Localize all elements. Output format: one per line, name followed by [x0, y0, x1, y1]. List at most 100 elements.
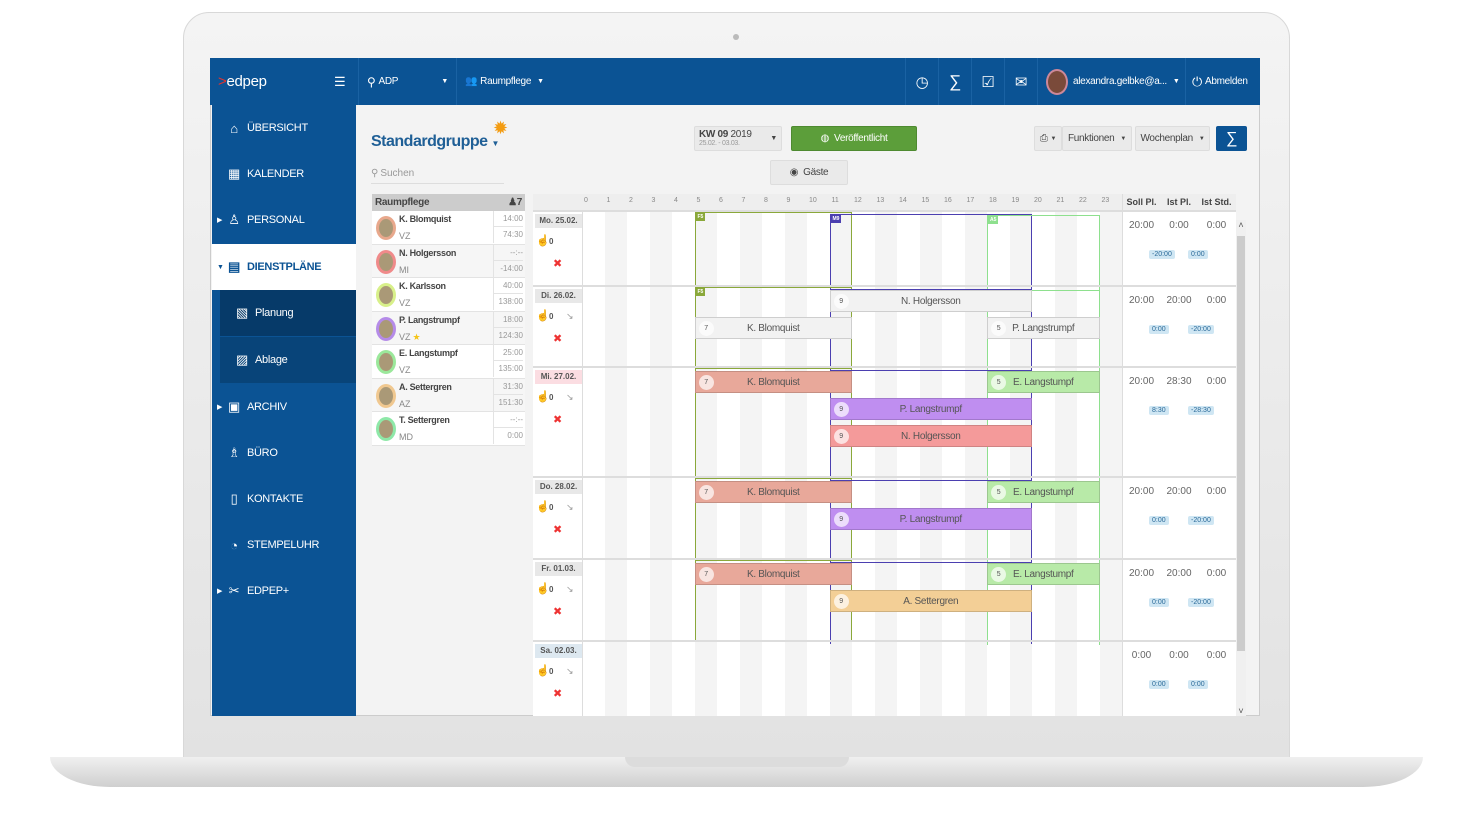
shift-bar[interactable]: 9 N. Holgersson: [829, 290, 1032, 312]
sidebar-item-stempeluhr[interactable]: ◔ STEMPELUHR: [212, 522, 356, 568]
staff-count: 0: [549, 667, 554, 676]
pointer-icon[interactable]: ↘: [566, 502, 574, 512]
scroll-up-icon[interactable]: ˄: [1238, 220, 1244, 230]
employee-row[interactable]: A. Settergren AZ 31:30 151:30: [372, 378, 525, 412]
sidebar-item-archiv[interactable]: ▶ ▣ ARCHIV: [212, 384, 356, 430]
trash-icon[interactable]: ✖: [553, 333, 563, 345]
menu-toggle-icon[interactable]: ☰: [334, 73, 346, 89]
summary-diff-planned: 0:00: [1149, 598, 1169, 607]
hour-tick-label: 4: [674, 197, 678, 204]
group-title[interactable]: Standardgruppe ▼: [371, 133, 499, 151]
chevron-down-icon: ▼: [537, 78, 544, 85]
shift-frame[interactable]: [829, 369, 1032, 480]
logout-button[interactable]: ⏻ Abmelden: [1185, 58, 1260, 105]
functions-button[interactable]: Funktionen ▼: [1062, 126, 1132, 151]
day-row: Sa. 02.03. ☝ 0 ↘ ✖ 0:00 0:00 0:00 0:00 0:00: [533, 640, 1236, 716]
shift-bar[interactable]: 7 K. Blomquist: [694, 563, 852, 585]
published-button[interactable]: ◍ Veröffentlicht: [791, 126, 917, 151]
trash-icon[interactable]: ✖: [553, 414, 563, 426]
summary-diff-actual: 0:00: [1188, 250, 1208, 259]
shift-bar[interactable]: 9 P. Langstrumpf: [829, 508, 1032, 530]
shift-bar[interactable]: 5 E. Langstumpf: [987, 481, 1100, 503]
pointer-icon[interactable]: ↘: [566, 666, 574, 676]
sigma-button[interactable]: ∑: [1216, 126, 1247, 151]
checkbox-icon[interactable]: ☑: [971, 58, 1004, 105]
sidebar-item-übersicht[interactable]: ⌂ ÜBERSICHT: [212, 105, 356, 151]
hand-icon[interactable]: ☝: [536, 391, 550, 403]
summary-soll: 20:00: [1128, 568, 1155, 579]
shift-bar[interactable]: 9 N. Holgersson: [829, 425, 1032, 447]
shift-bar[interactable]: 7 K. Blomquist: [694, 371, 852, 393]
hand-icon[interactable]: ☝: [536, 310, 550, 322]
pointer-icon[interactable]: ↘: [566, 392, 574, 402]
scroll-down-icon[interactable]: ˅: [1238, 706, 1244, 716]
eye-icon: ◉: [789, 167, 799, 178]
summary-diff-actual: -20:00: [1188, 325, 1214, 334]
clock-icon[interactable]: ◷: [905, 58, 938, 105]
shift-frame[interactable]: M9: [829, 213, 1032, 289]
sidebar-item-planung[interactable]: ▧ Planung: [220, 290, 356, 336]
scrollbar[interactable]: ˄ ˅: [1236, 220, 1246, 716]
hand-icon[interactable]: ☝: [536, 583, 550, 595]
shift-bar[interactable]: 9 A. Settergren: [829, 590, 1032, 612]
trash-icon[interactable]: ✖: [553, 688, 563, 700]
shift-bar[interactable]: 5 E. Langstumpf: [987, 563, 1100, 585]
shift-frame[interactable]: [694, 368, 852, 478]
employee-row[interactable]: P. Langstrumpf VZ ★ 18:00 124:30: [372, 311, 525, 345]
sidebar-item-edpep+[interactable]: ▶ ✂ EDPEP+: [212, 568, 356, 614]
shift-bar[interactable]: 9 P. Langstrumpf: [829, 398, 1032, 420]
week-select[interactable]: KW 09 2019 25.02. - 03.03. ▼: [694, 126, 782, 151]
trash-icon[interactable]: ✖: [553, 524, 563, 536]
scrollbar-thumb[interactable]: [1237, 236, 1245, 651]
hand-icon[interactable]: ☝: [536, 665, 550, 677]
sidebar-item-kalender[interactable]: ▦ KALENDER: [212, 151, 356, 197]
shift-employee: P. Langstrumpf: [1012, 322, 1075, 334]
shift-frame[interactable]: A5: [987, 215, 1100, 290]
location-select[interactable]: ⚲ ADP ▼: [358, 58, 454, 105]
shift-bar[interactable]: 7 K. Blomquist: [694, 481, 852, 503]
trash-icon[interactable]: ✖: [553, 606, 563, 618]
shift-bar[interactable]: 7 K. Blomquist: [694, 317, 852, 339]
hand-icon[interactable]: ☝: [536, 235, 550, 247]
lightbulb-icon[interactable]: ✹: [493, 118, 509, 138]
employee-row[interactable]: K. Blomquist VZ 14:00 74:30: [372, 211, 525, 245]
pointer-icon[interactable]: ↘: [566, 584, 574, 594]
employee-contract: MI: [399, 265, 409, 275]
summary-diff-planned: 0:00: [1149, 325, 1169, 334]
mail-icon[interactable]: ✉: [1004, 58, 1037, 105]
trash-icon[interactable]: ✖: [553, 258, 563, 270]
group-select[interactable]: 👥 Raumpflege ▼: [456, 58, 552, 105]
shift-badge: 5: [991, 375, 1006, 390]
logo[interactable]: > edpep: [218, 58, 267, 105]
hand-icon[interactable]: ☝: [536, 501, 550, 513]
search-input[interactable]: ⚲ Suchen: [371, 163, 504, 184]
shift-badge: 7: [698, 321, 714, 336]
sidebar-item-dienstpläne[interactable]: ▼ ▤ DIENSTPLÄNE: [212, 244, 356, 290]
shift-bar[interactable]: 5 P. Langstrumpf: [987, 317, 1100, 339]
chevron-down-icon: ▼: [770, 135, 777, 142]
employee-row[interactable]: K. Karlsson VZ 40:00 138:00: [372, 278, 525, 312]
view-select[interactable]: Wochenplan ▼: [1135, 126, 1210, 151]
day-label-divider: [582, 368, 583, 476]
pointer-icon[interactable]: ↘: [566, 311, 574, 321]
employee-row[interactable]: N. Holgersson MI --:-- -14:00: [372, 244, 525, 278]
day-row: Mi. 27.02. ☝ 0 ↘ ✖ 7 K. Blomquist 5 E. Langstump…: [533, 366, 1236, 481]
employee-contract: MD: [399, 432, 413, 442]
shift-employee: K. Blomquist: [746, 322, 800, 334]
shift-bar[interactable]: 5 E. Langstumpf: [987, 371, 1100, 393]
sidebar-item-personal[interactable]: ▶ ♙ PERSONAL: [212, 197, 356, 243]
sidebar-item-büro[interactable]: ♗ BÜRO: [212, 430, 356, 476]
staff-count: 0: [549, 237, 554, 246]
sigma-icon[interactable]: ∑: [938, 58, 971, 105]
search-icon: ⚲: [371, 167, 379, 179]
archive-icon: ▣: [228, 399, 240, 414]
employee-row[interactable]: E. Langstumpf VZ 25:00 135:00: [372, 345, 525, 379]
guests-button[interactable]: ◉ Gäste: [770, 160, 848, 185]
employee-week-hours: 31:30: [493, 378, 523, 395]
shift-frame[interactable]: F5: [694, 212, 852, 287]
sidebar-item-ablage[interactable]: ▨ Ablage: [220, 337, 356, 383]
user-menu[interactable]: alexandra.gelbke@a... ▼: [1037, 58, 1183, 105]
sidebar-item-kontakte[interactable]: ▯ KONTAKTE: [212, 476, 356, 522]
print-button[interactable]: ⎙ ▼: [1034, 126, 1062, 151]
employee-row[interactable]: T. Settergren MD --:-- 0:00: [372, 412, 525, 446]
